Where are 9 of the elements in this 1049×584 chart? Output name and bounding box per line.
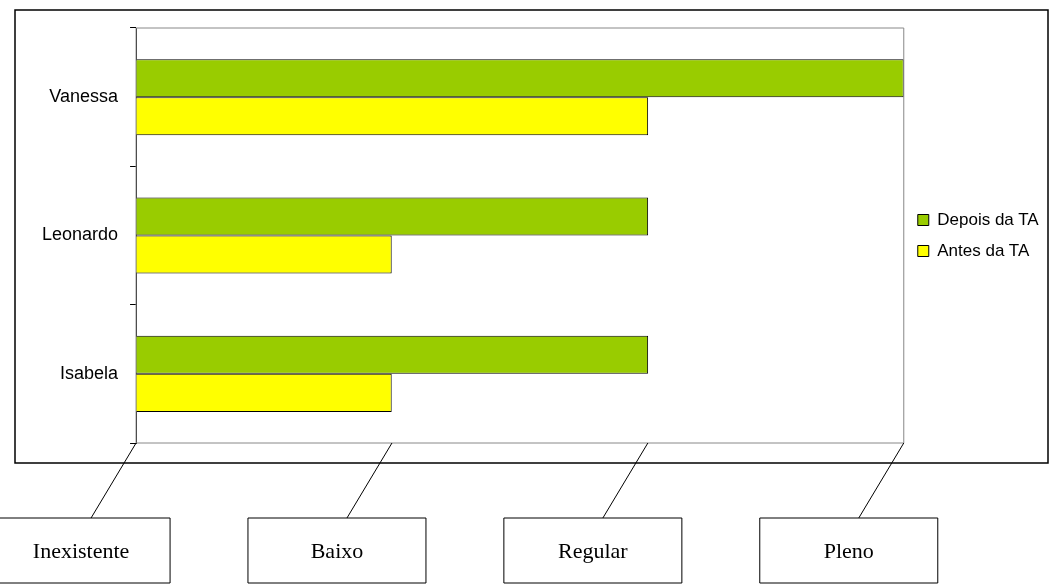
text: Pleno [823,537,874,563]
text: Inexistente [32,537,130,563]
text: Regular [558,537,629,563]
text: Baixo [310,537,364,563]
y-tick-label: Leonardo [41,224,119,245]
y-tick-label: Isabela [60,362,120,383]
legend-label: Depois da TA [937,209,1040,229]
y-tick-label: Vanessa [49,86,120,107]
legend-label: Antes da TA [937,240,1030,260]
